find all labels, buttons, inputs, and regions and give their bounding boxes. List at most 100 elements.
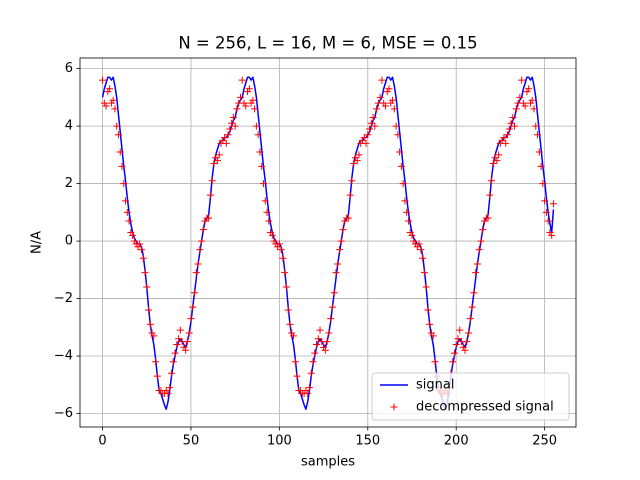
data-point xyxy=(535,148,543,156)
data-point xyxy=(321,346,329,354)
data-point xyxy=(396,148,404,156)
data-point xyxy=(473,260,481,268)
data-point xyxy=(127,228,135,236)
data-point xyxy=(102,102,110,110)
data-point xyxy=(314,335,322,343)
data-point xyxy=(190,289,198,297)
data-point xyxy=(518,76,526,84)
data-point xyxy=(267,228,275,236)
data-point xyxy=(166,384,174,392)
data-point xyxy=(307,369,315,377)
data-point xyxy=(182,346,190,354)
data-point xyxy=(238,76,246,84)
data-point xyxy=(337,237,345,245)
data-point xyxy=(327,315,335,323)
data-point xyxy=(275,240,283,248)
data-point xyxy=(410,237,418,245)
data-point xyxy=(290,332,298,340)
data-point xyxy=(143,283,151,291)
data-point xyxy=(221,134,229,142)
data-point xyxy=(394,131,402,139)
data-point xyxy=(311,349,319,357)
data-point xyxy=(109,96,117,104)
data-point xyxy=(366,125,374,133)
data-point xyxy=(534,131,542,139)
data-point xyxy=(162,387,170,395)
data-point xyxy=(320,343,328,351)
data-point xyxy=(277,246,285,254)
data-point xyxy=(401,197,409,205)
data-point xyxy=(198,237,206,245)
axes-frame xyxy=(79,57,577,428)
data-point xyxy=(519,99,527,107)
data-point xyxy=(477,237,485,245)
data-point xyxy=(364,131,372,139)
data-point xyxy=(502,139,510,147)
data-point xyxy=(500,134,508,142)
data-point xyxy=(100,99,108,107)
data-point xyxy=(291,358,299,366)
data-point xyxy=(233,105,241,113)
data-point xyxy=(449,358,457,366)
data-point xyxy=(171,349,179,357)
data-point xyxy=(512,105,520,113)
data-point xyxy=(265,217,273,225)
data-point xyxy=(392,122,400,130)
data-point xyxy=(389,96,397,104)
data-point xyxy=(403,208,411,216)
data-point xyxy=(480,217,488,225)
data-point xyxy=(461,346,469,354)
data-point xyxy=(429,332,437,340)
data-point xyxy=(254,131,262,139)
data-point xyxy=(479,226,487,234)
data-point xyxy=(305,384,313,392)
data-point xyxy=(224,131,232,139)
data-point xyxy=(511,122,519,130)
data-point xyxy=(426,320,434,328)
data-point xyxy=(526,99,534,107)
data-point xyxy=(503,131,511,139)
legend-label: decompressed signal xyxy=(416,400,554,415)
y-tick-label: −6 xyxy=(54,406,73,421)
data-point xyxy=(302,387,310,395)
data-point xyxy=(475,246,483,254)
data-point xyxy=(360,134,368,142)
data-point xyxy=(229,113,237,121)
data-point xyxy=(152,358,160,366)
data-point xyxy=(507,119,515,127)
data-point xyxy=(465,329,473,337)
data-point xyxy=(164,389,172,397)
x-tick-label: 50 xyxy=(183,434,200,449)
data-point xyxy=(530,105,538,113)
data-point xyxy=(339,226,347,234)
data-point xyxy=(226,125,234,133)
data-point xyxy=(199,226,207,234)
data-point xyxy=(549,200,557,208)
data-point xyxy=(268,231,276,239)
data-point xyxy=(346,191,354,199)
data-point xyxy=(169,358,177,366)
data-point xyxy=(249,96,257,104)
data-point xyxy=(274,243,282,251)
data-point xyxy=(282,283,290,291)
data-point xyxy=(489,159,497,167)
y-tick-label: 2 xyxy=(65,176,73,191)
data-point xyxy=(201,217,209,225)
data-point xyxy=(210,159,218,167)
data-point xyxy=(532,122,540,130)
data-point xyxy=(528,96,536,104)
data-point xyxy=(113,122,121,130)
data-point xyxy=(546,228,554,236)
data-point xyxy=(419,254,427,262)
data-point xyxy=(293,372,301,380)
legend: signal decompressed signal xyxy=(371,372,570,421)
data-point xyxy=(376,93,384,101)
data-point xyxy=(381,102,389,110)
data-point xyxy=(344,214,352,222)
data-point xyxy=(259,180,267,188)
data-point xyxy=(270,237,278,245)
data-point xyxy=(397,162,405,170)
data-point xyxy=(228,119,236,127)
data-point xyxy=(548,231,556,239)
